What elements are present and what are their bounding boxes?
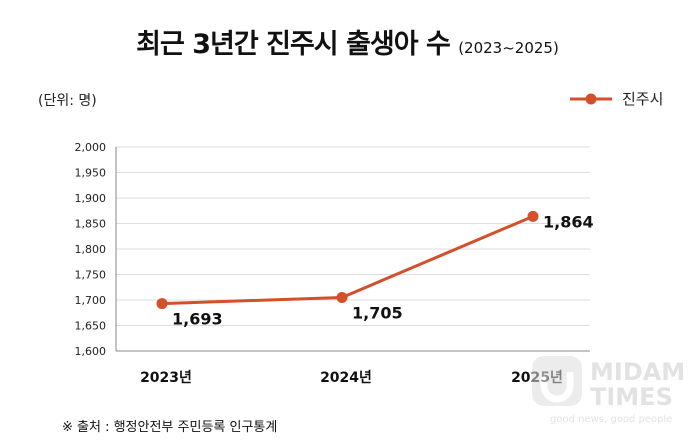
- x-tick-label: 2023년: [140, 370, 192, 386]
- data-label: 1,693: [172, 310, 223, 329]
- y-tick-label: 1,850: [75, 218, 107, 231]
- y-tick-label: 1,750: [75, 269, 107, 282]
- svg-text:good news, good people: good news, good people: [550, 414, 672, 425]
- data-label: 1,864: [543, 212, 594, 231]
- subtitle-text: (2023~2025): [458, 39, 559, 57]
- data-point: [156, 298, 168, 310]
- y-tick-label: 1,900: [75, 192, 107, 205]
- data-point: [336, 291, 348, 303]
- y-tick-label: 1,950: [75, 167, 107, 180]
- y-tick-label: 1,800: [75, 243, 107, 256]
- title-text: 최근 3년간 진주시 출생아 수: [136, 29, 451, 60]
- y-tick-label: 1,650: [75, 320, 107, 333]
- y-tick-label: 2,000: [75, 141, 107, 154]
- svg-text:MIDAM: MIDAM: [590, 358, 685, 386]
- source-note: ※ 출처 : 행정안전부 주민등록 인구통계: [62, 420, 278, 435]
- series-line: [161, 214, 534, 306]
- data-point: [527, 210, 539, 222]
- y-tick-label: 1,700: [75, 294, 107, 307]
- unit-label: (단위: 명): [38, 93, 97, 109]
- legend-label: 진주시: [622, 90, 664, 108]
- y-tick-label: 1,600: [75, 345, 107, 358]
- legend-line-icon: [570, 93, 612, 104]
- data-label: 1,705: [352, 303, 403, 322]
- svg-text:TIMES: TIMES: [590, 383, 673, 411]
- chart-title: 최근 3년간 진주시 출생아 수 (2023~2025): [0, 22, 695, 61]
- legend: 진주시: [568, 88, 663, 109]
- x-tick-label: 2024년: [320, 370, 372, 386]
- watermark-logo: MIDAM TIMES good news, good people: [530, 350, 690, 434]
